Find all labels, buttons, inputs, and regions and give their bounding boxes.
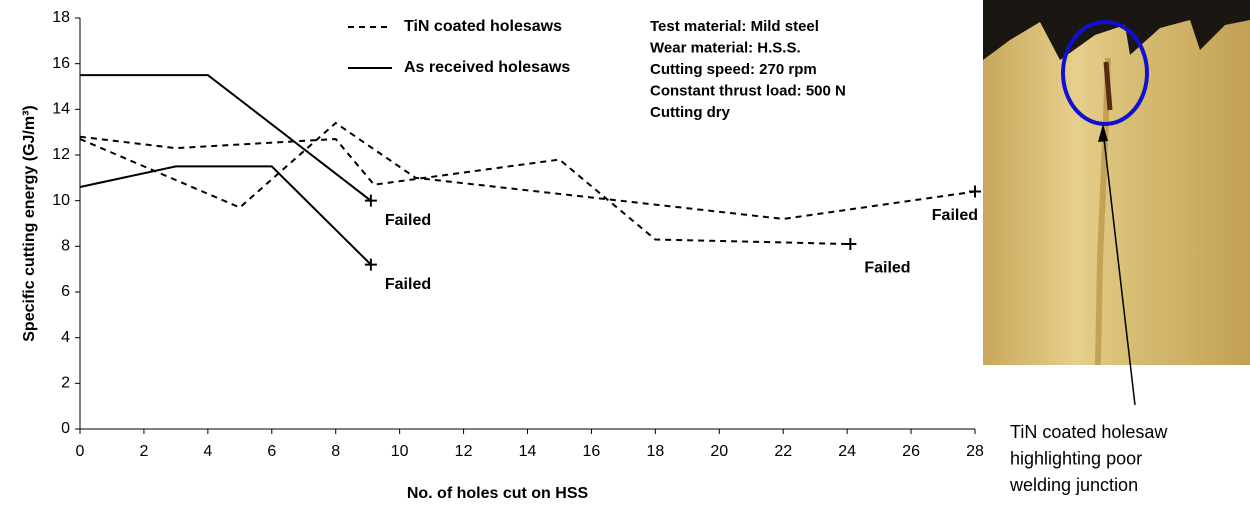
y-tick-label: 6 xyxy=(61,283,70,300)
y-tick-label: 18 xyxy=(52,9,70,26)
photo-caption: welding junction xyxy=(1009,475,1138,495)
y-tick-label: 10 xyxy=(52,192,70,209)
x-tick-label: 10 xyxy=(391,443,409,460)
x-tick-label: 4 xyxy=(203,443,212,460)
x-tick-label: 14 xyxy=(519,443,537,460)
y-tick-label: 16 xyxy=(52,55,70,72)
holesaw-body xyxy=(983,20,1250,365)
x-tick-label: 0 xyxy=(76,443,85,460)
x-tick-label: 26 xyxy=(902,443,920,460)
info-text: Cutting dry xyxy=(650,104,731,121)
info-text: Constant thrust load: 500 N xyxy=(650,82,846,99)
x-tick-label: 24 xyxy=(838,443,856,460)
info-text: Wear material: H.S.S. xyxy=(650,39,801,56)
x-tick-label: 2 xyxy=(139,443,148,460)
y-tick-label: 0 xyxy=(61,420,70,437)
info-text: Test material: Mild steel xyxy=(650,18,819,35)
failure-label: Failed xyxy=(385,212,431,229)
x-tick-label: 22 xyxy=(774,443,792,460)
series-line xyxy=(80,137,850,244)
photo xyxy=(983,0,1250,405)
photo-caption: TiN coated holesaw xyxy=(1010,422,1168,442)
x-tick-label: 28 xyxy=(966,443,984,460)
series-line xyxy=(80,75,371,201)
failure-label: Failed xyxy=(864,259,910,276)
x-tick-label: 12 xyxy=(455,443,473,460)
y-axis-title: Specific cutting energy (GJ/m³) xyxy=(21,105,38,341)
figure: 0246810121416180246810121416182022242628… xyxy=(0,0,1250,507)
y-tick-label: 2 xyxy=(61,375,70,392)
y-tick-label: 12 xyxy=(52,146,70,163)
failure-marker xyxy=(969,186,981,198)
failure-label: Failed xyxy=(932,207,978,224)
series-line xyxy=(80,166,371,264)
legend-label: As received holesaws xyxy=(404,59,570,76)
info-text: Cutting speed: 270 rpm xyxy=(650,61,817,78)
photo-caption: highlighting poor xyxy=(1010,448,1142,468)
x-tick-label: 16 xyxy=(583,443,601,460)
failure-marker xyxy=(844,238,856,250)
x-tick-label: 8 xyxy=(331,443,340,460)
x-tick-label: 20 xyxy=(710,443,728,460)
failure-label: Failed xyxy=(385,276,431,293)
y-tick-label: 4 xyxy=(61,329,70,346)
x-axis-title: No. of holes cut on HSS xyxy=(407,485,589,502)
legend-label: TiN coated holesaws xyxy=(404,18,562,35)
y-tick-label: 14 xyxy=(52,101,70,118)
series-line xyxy=(80,123,975,219)
y-tick-label: 8 xyxy=(61,238,70,255)
x-tick-label: 18 xyxy=(646,443,664,460)
x-tick-label: 6 xyxy=(267,443,276,460)
